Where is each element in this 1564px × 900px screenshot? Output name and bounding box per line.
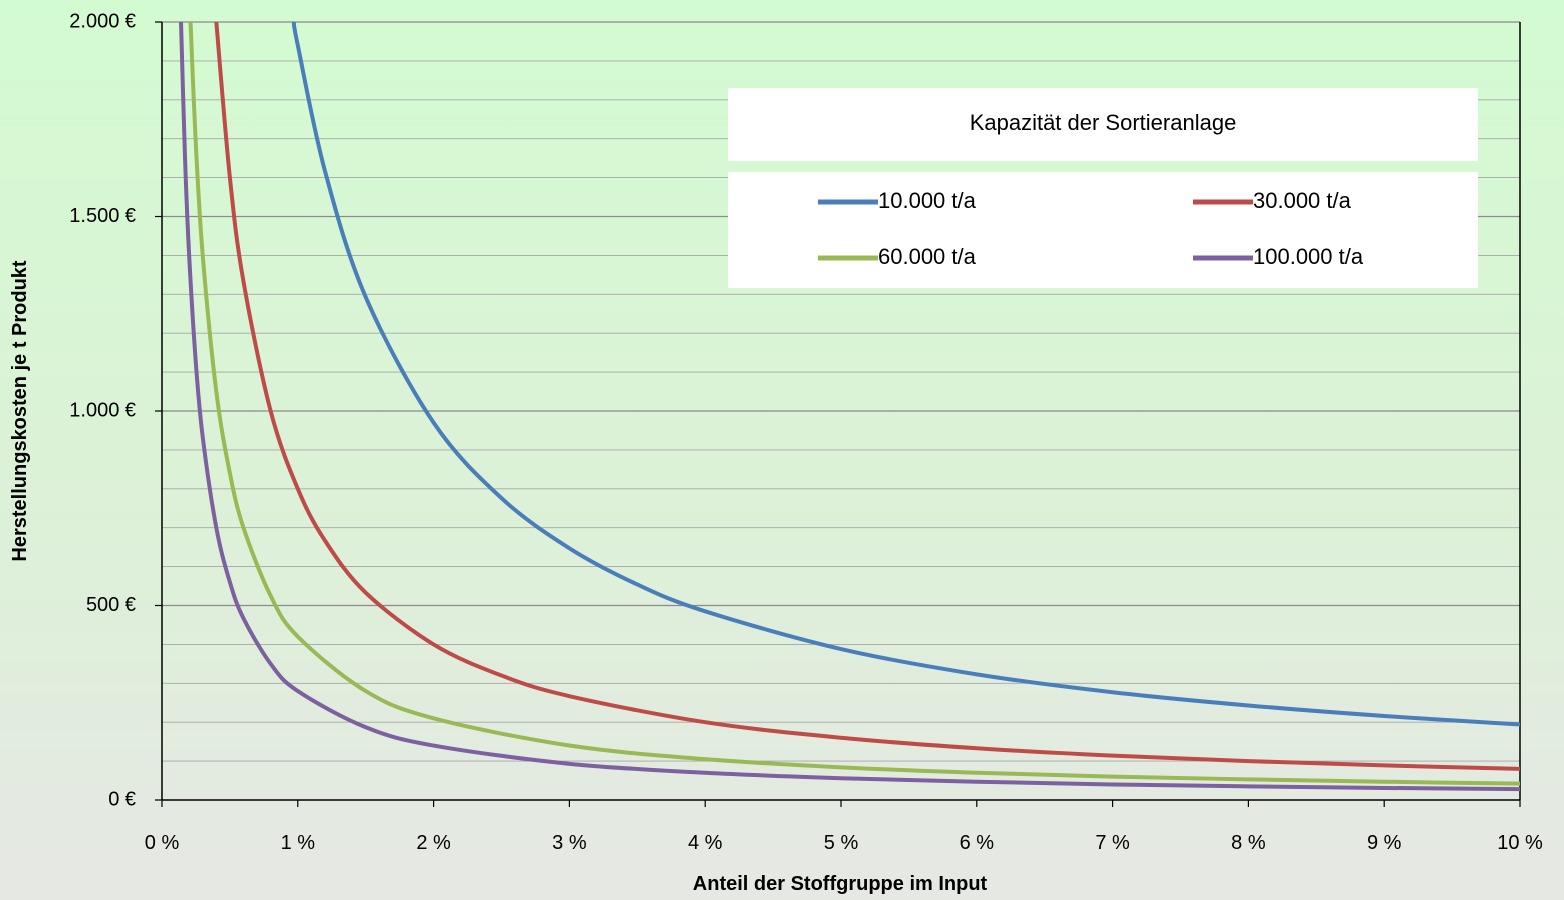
- y-axis-title: Herstellungskosten je t Produkt: [9, 260, 31, 562]
- x-tick-label: 7 %: [1095, 832, 1130, 854]
- legend-label-3: 60.000 t/a: [878, 244, 977, 269]
- x-tick-label: 8 %: [1231, 832, 1266, 854]
- x-tick-label: 9 %: [1367, 832, 1402, 854]
- legend-entries-box: [728, 172, 1478, 288]
- series-lines: [179, 22, 1520, 792]
- series-line-2: [214, 22, 1520, 771]
- legend-label-4: 100.000 t/a: [1253, 244, 1364, 269]
- x-tick-label: 1 %: [281, 832, 316, 854]
- x-tick-label: 5 %: [824, 832, 859, 854]
- x-tick-label: 10 %: [1497, 832, 1543, 854]
- x-tick-label: 6 %: [960, 832, 995, 854]
- legend-label-2: 30.000 t/a: [1253, 188, 1352, 213]
- y-tick-label: 500 €: [86, 594, 136, 616]
- y-tick-label: 1.000 €: [69, 399, 136, 421]
- x-tick-label: 4 %: [688, 832, 723, 854]
- legend-title: Kapazität der Sortieranlage: [970, 110, 1237, 135]
- legend-title-box: [728, 88, 1478, 161]
- y-tick-label: 0 €: [108, 788, 136, 810]
- axes: 0 € 500 € 1.000 € 1.500 € 2.000 € 0 % 1 % 2 % 3 …: [69, 10, 1543, 854]
- series-line-1: [291, 22, 1520, 727]
- legend: Kapazität der Sortieranlage 10.000 t/a 30…: [728, 88, 1478, 288]
- x-tick-label: 0 %: [145, 832, 180, 854]
- x-axis-title: Anteil der Stoffgruppe im Input: [693, 873, 988, 895]
- x-tick-label: 3 %: [552, 832, 587, 854]
- x-tick-label: 2 %: [416, 832, 451, 854]
- series-line-3: [188, 22, 1520, 786]
- legend-label-1: 10.000 t/a: [878, 188, 977, 213]
- y-tick-label: 2.000 €: [69, 10, 136, 32]
- y-tick-label: 1.500 €: [69, 205, 136, 227]
- series-line-4: [179, 22, 1520, 792]
